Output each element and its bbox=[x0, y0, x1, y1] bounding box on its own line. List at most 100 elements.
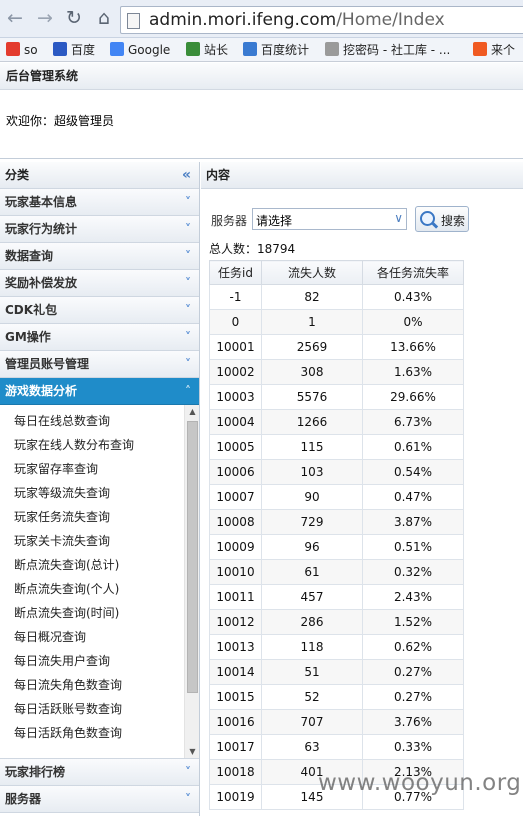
cell-task-id: 10017 bbox=[209, 734, 262, 760]
cell-loss-count: 82 bbox=[261, 284, 363, 310]
cell-loss-count: 61 bbox=[261, 559, 363, 585]
table-row[interactable]: 10012 286 1.52% bbox=[209, 609, 464, 635]
cell-loss-count: 115 bbox=[261, 434, 363, 460]
sidebar-section[interactable]: 数据查询 ˅ bbox=[0, 243, 199, 270]
table-row[interactable]: 10001 2569 13.66% bbox=[209, 334, 464, 360]
cell-task-id: -1 bbox=[209, 284, 262, 310]
watermark-text: www.wooyun.org bbox=[318, 770, 522, 796]
chevron-down-icon: ˅ bbox=[185, 792, 191, 806]
table-row[interactable]: 10015 52 0.27% bbox=[209, 684, 464, 710]
table-row[interactable]: 10002 308 1.63% bbox=[209, 359, 464, 385]
vertical-scrollbar[interactable]: ▲ ▼ bbox=[184, 405, 199, 758]
cell-loss-rate: 1.63% bbox=[362, 359, 464, 385]
cell-loss-rate: 3.76% bbox=[362, 709, 464, 735]
table-row[interactable]: 10013 118 0.62% bbox=[209, 634, 464, 660]
cell-loss-count: 1 bbox=[261, 309, 363, 335]
sidebar-section-label: 管理员账号管理 bbox=[5, 357, 90, 371]
table-row[interactable]: 10010 61 0.32% bbox=[209, 559, 464, 585]
sidebar-subitem[interactable]: 每日流失用户查询 bbox=[14, 654, 111, 668]
search-button-label: 搜索 bbox=[441, 214, 466, 228]
scrollbar-thumb[interactable] bbox=[187, 421, 198, 693]
sidebar-section-label: 游戏数据分析 bbox=[5, 384, 78, 398]
sidebar-subitem[interactable]: 玩家关卡流失查询 bbox=[14, 534, 111, 548]
sidebar-subitem[interactable]: 玩家等级流失查询 bbox=[14, 486, 111, 500]
sidebar-section[interactable]: 玩家排行榜 ˅ bbox=[0, 759, 199, 786]
bookmark-item[interactable]: 来个 bbox=[473, 41, 515, 59]
sidebar-section-active[interactable]: 游戏数据分析 ˄ bbox=[0, 378, 199, 405]
cell-loss-count: 5576 bbox=[261, 384, 363, 410]
bookmark-label: so bbox=[24, 43, 38, 57]
bookmark-label: 百度 bbox=[71, 43, 96, 57]
sidebar-subitem[interactable]: 每日在线总数查询 bbox=[14, 414, 111, 428]
table-row[interactable]: 0 1 0% bbox=[209, 309, 464, 335]
column-header-loss-rate[interactable]: 各任务流失率 bbox=[362, 260, 464, 285]
sidebar-section[interactable]: 管理员账号管理 ˅ bbox=[0, 351, 199, 378]
table-row[interactable]: 10017 63 0.33% bbox=[209, 734, 464, 760]
bookmark-item[interactable]: Google bbox=[110, 41, 170, 59]
chevron-down-icon: ˅ bbox=[185, 195, 191, 209]
cell-loss-count: 401 bbox=[261, 759, 363, 785]
bookmark-item[interactable]: 百度 bbox=[53, 41, 95, 59]
sidebar-section[interactable]: GM操作 ˅ bbox=[0, 324, 199, 351]
sidebar-subitem[interactable]: 每日流失角色数查询 bbox=[14, 678, 123, 692]
sidebar-section[interactable]: 玩家行为统计 ˅ bbox=[0, 216, 199, 243]
bookmark-item[interactable]: so bbox=[6, 41, 38, 59]
table-row[interactable]: 10007 90 0.47% bbox=[209, 484, 464, 510]
sidebar-subitem[interactable]: 断点流失查询(时间) bbox=[14, 606, 120, 620]
home-icon[interactable]: ⌂ bbox=[97, 7, 111, 29]
server-select-value: 请选择 bbox=[256, 214, 293, 228]
column-header-loss-count[interactable]: 流失人数 bbox=[261, 260, 363, 285]
chevron-down-icon: ˅ bbox=[185, 303, 191, 317]
sidebar-section[interactable]: 玩家基本信息 ˅ bbox=[0, 189, 199, 216]
loss-table: 任务id 流失人数 各任务流失率 -1 82 0.43% 0 1 0% 10001 2569 1… bbox=[209, 260, 464, 810]
forward-arrow-icon[interactable]: → bbox=[37, 7, 53, 29]
server-select[interactable]: 请选择 ∨ bbox=[252, 208, 407, 230]
cell-loss-rate: 0% bbox=[362, 309, 464, 335]
sidebar-subitem[interactable]: 玩家留存率查询 bbox=[14, 462, 99, 476]
table-row[interactable]: -1 82 0.43% bbox=[209, 284, 464, 310]
table-row[interactable]: 10005 115 0.61% bbox=[209, 434, 464, 460]
table-row[interactable]: 10011 457 2.43% bbox=[209, 584, 464, 610]
scroll-down-icon[interactable]: ▼ bbox=[189, 747, 196, 756]
table-row[interactable]: 10009 96 0.51% bbox=[209, 534, 464, 560]
bookmark-label: 百度统计 bbox=[261, 43, 310, 57]
collapse-left-icon[interactable]: « bbox=[181, 167, 191, 183]
sidebar-subitem[interactable]: 断点流失查询(总计) bbox=[14, 558, 120, 572]
baidu-stats-icon bbox=[243, 42, 257, 56]
sidebar-section[interactable]: 服务器 ˅ bbox=[0, 786, 199, 813]
chevron-down-icon: ˅ bbox=[185, 249, 191, 263]
table-row[interactable]: 10014 51 0.27% bbox=[209, 659, 464, 685]
sidebar-subitem[interactable]: 每日活跃账号数查询 bbox=[14, 702, 123, 716]
bookmark-item[interactable]: 站长 bbox=[186, 41, 228, 59]
table-row[interactable]: 10004 1266 6.73% bbox=[209, 409, 464, 435]
search-button[interactable]: 搜索 bbox=[415, 206, 469, 232]
cell-task-id: 10009 bbox=[209, 534, 262, 560]
sidebar-subitem[interactable]: 断点流失查询(个人) bbox=[14, 582, 120, 596]
sidebar-subitem[interactable]: 每日概况查询 bbox=[14, 630, 87, 644]
cell-loss-count: 118 bbox=[261, 634, 363, 660]
sidebar-subitem[interactable]: 玩家任务流失查询 bbox=[14, 510, 111, 524]
table-row[interactable]: 10016 707 3.76% bbox=[209, 709, 464, 735]
sidebar-subitem[interactable]: 每日活跃角色数查询 bbox=[14, 726, 123, 740]
bookmark-item[interactable]: 挖密码 - 社工库 - ... bbox=[325, 41, 450, 59]
cell-loss-count: 63 bbox=[261, 734, 363, 760]
url-host: admin.mori.ifeng.com bbox=[149, 10, 337, 30]
back-arrow-icon[interactable]: ← bbox=[7, 7, 23, 29]
cell-loss-rate: 0.47% bbox=[362, 484, 464, 510]
table-row[interactable]: 10003 5576 29.66% bbox=[209, 384, 464, 410]
column-header-task-id[interactable]: 任务id bbox=[209, 260, 262, 285]
table-row[interactable]: 10019 145 0.77% bbox=[209, 784, 464, 810]
sidebar-section[interactable]: CDK礼包 ˅ bbox=[0, 297, 199, 324]
scroll-up-icon[interactable]: ▲ bbox=[189, 407, 196, 416]
bookmark-item[interactable]: 百度统计 bbox=[243, 41, 309, 59]
sidebar-section-label: GM操作 bbox=[5, 330, 51, 344]
browser-nav-bar: ← → ↻ ⌂ admin.mori.ifeng.com/Home/Index bbox=[0, 0, 523, 38]
sidebar-section-label: CDK礼包 bbox=[5, 303, 58, 317]
table-row[interactable]: 10008 729 3.87% bbox=[209, 509, 464, 535]
sidebar-subitem[interactable]: 玩家在线人数分布查询 bbox=[14, 438, 135, 452]
table-row[interactable]: 10006 103 0.54% bbox=[209, 459, 464, 485]
address-bar[interactable]: admin.mori.ifeng.com/Home/Index bbox=[120, 6, 523, 34]
sidebar-section[interactable]: 奖励补偿发放 ˅ bbox=[0, 270, 199, 297]
reload-icon[interactable]: ↻ bbox=[66, 7, 82, 29]
table-row[interactable]: 10018 401 2.13% bbox=[209, 759, 464, 785]
